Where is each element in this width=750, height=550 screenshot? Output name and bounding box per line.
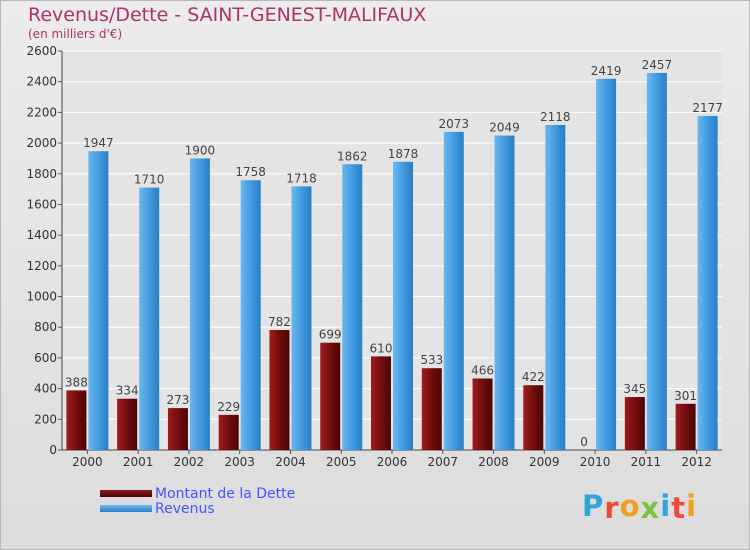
data-label-debt: 422 xyxy=(522,370,545,384)
bar-debt xyxy=(624,397,645,450)
y-tick-label: 200 xyxy=(34,412,57,426)
x-tick-label: 2001 xyxy=(123,455,154,469)
data-label-revenue: 2118 xyxy=(540,110,571,124)
y-tick-label: 2200 xyxy=(26,105,57,119)
bar-debt xyxy=(218,414,239,450)
x-tick-label: 2010 xyxy=(580,455,611,469)
bar-debt xyxy=(421,368,442,450)
bar-revenue xyxy=(697,115,718,450)
data-label-revenue: 1947 xyxy=(83,136,114,150)
legend-swatch-debt xyxy=(100,490,152,497)
y-tick-label: 400 xyxy=(34,382,57,396)
x-tick-label: 2009 xyxy=(529,455,560,469)
data-label-debt: 0 xyxy=(580,435,588,449)
bar-debt xyxy=(320,342,341,450)
data-label-revenue: 2049 xyxy=(489,121,520,135)
bar-revenue xyxy=(88,151,109,450)
y-tick-label: 600 xyxy=(34,351,57,365)
data-label-revenue: 1758 xyxy=(235,165,266,179)
data-label-revenue: 2177 xyxy=(692,101,723,115)
x-tick-label: 2000 xyxy=(72,455,103,469)
y-tick-label: 800 xyxy=(34,320,57,334)
x-tick-label: 2006 xyxy=(377,455,408,469)
data-label-revenue: 2457 xyxy=(642,58,673,72)
chart-subtitle: (en milliers d'€) xyxy=(28,27,123,41)
data-label-debt: 782 xyxy=(268,315,291,329)
bar-debt xyxy=(117,398,138,450)
y-tick-label: 1000 xyxy=(26,290,57,304)
data-label-revenue: 1900 xyxy=(185,143,216,157)
data-label-debt: 533 xyxy=(420,353,443,367)
logo-letter: x xyxy=(640,491,661,525)
data-label-revenue: 2419 xyxy=(591,64,622,78)
bar-debt xyxy=(371,356,391,450)
x-tick-label: 2011 xyxy=(631,455,662,469)
x-tick-label: 2002 xyxy=(174,455,205,469)
x-tick-label: 2005 xyxy=(326,455,357,469)
legend-label-debt: Montant de la Dette xyxy=(155,486,296,502)
bar-revenue xyxy=(393,161,413,450)
bar-revenue xyxy=(139,187,160,451)
data-label-debt: 345 xyxy=(623,382,646,396)
bar-debt xyxy=(472,378,493,450)
bar-revenue xyxy=(494,135,515,450)
data-label-debt: 388 xyxy=(65,375,88,389)
data-label-revenue: 1862 xyxy=(337,149,368,163)
y-tick-label: 1600 xyxy=(26,197,57,211)
y-tick-label: 0 xyxy=(49,443,57,457)
logo-letter: r xyxy=(604,491,620,525)
bar-revenue xyxy=(545,124,566,451)
logo-letter: t xyxy=(671,491,687,525)
bar-debt xyxy=(675,403,696,450)
data-label-revenue: 1718 xyxy=(286,171,317,185)
y-tick-label: 1800 xyxy=(26,167,57,181)
logo-letter: i xyxy=(660,489,672,523)
data-label-debt: 699 xyxy=(319,328,342,342)
logo-letter: P xyxy=(582,489,605,523)
legend-swatch-revenue xyxy=(100,505,152,512)
bar-revenue xyxy=(342,164,363,450)
x-tick-label: 2003 xyxy=(224,455,255,469)
y-tick-label: 2400 xyxy=(26,75,57,89)
x-tick-label: 2008 xyxy=(478,455,509,469)
bar-revenue xyxy=(646,72,667,450)
y-tick-label: 1200 xyxy=(26,259,57,273)
bar-debt xyxy=(269,329,290,450)
logo-letter: o xyxy=(619,489,641,523)
data-label-debt: 229 xyxy=(217,400,240,414)
y-tick-label: 2000 xyxy=(26,136,57,150)
x-tick-label: 2004 xyxy=(275,455,306,469)
logo-letter: i xyxy=(686,489,698,523)
bar-revenue xyxy=(596,78,617,450)
bar-revenue xyxy=(291,186,312,450)
legend-label-revenue: Revenus xyxy=(155,501,215,517)
data-label-debt: 466 xyxy=(471,363,494,377)
x-tick-label: 2007 xyxy=(427,455,458,469)
bar-revenue xyxy=(240,180,261,451)
bar-revenue xyxy=(443,131,464,450)
data-label-revenue: 2073 xyxy=(438,117,469,131)
x-tick-label: 2012 xyxy=(681,455,712,469)
y-tick-label: 1400 xyxy=(26,228,57,242)
chart-title: Revenus/Dette - SAINT-GENEST-MALIFAUX xyxy=(28,4,427,26)
y-tick-label: 2600 xyxy=(26,44,57,58)
data-label-revenue: 1878 xyxy=(388,147,419,161)
proxiti-logo: Proxiti xyxy=(582,489,698,525)
bar-debt xyxy=(167,408,188,450)
data-label-debt: 334 xyxy=(116,384,139,398)
data-label-debt: 610 xyxy=(370,341,393,355)
bar-debt xyxy=(66,390,87,450)
bar-revenue xyxy=(189,158,210,450)
data-label-revenue: 1710 xyxy=(134,173,165,187)
bar-debt xyxy=(523,385,544,450)
data-label-debt: 301 xyxy=(674,389,697,403)
data-label-debt: 273 xyxy=(166,393,189,407)
